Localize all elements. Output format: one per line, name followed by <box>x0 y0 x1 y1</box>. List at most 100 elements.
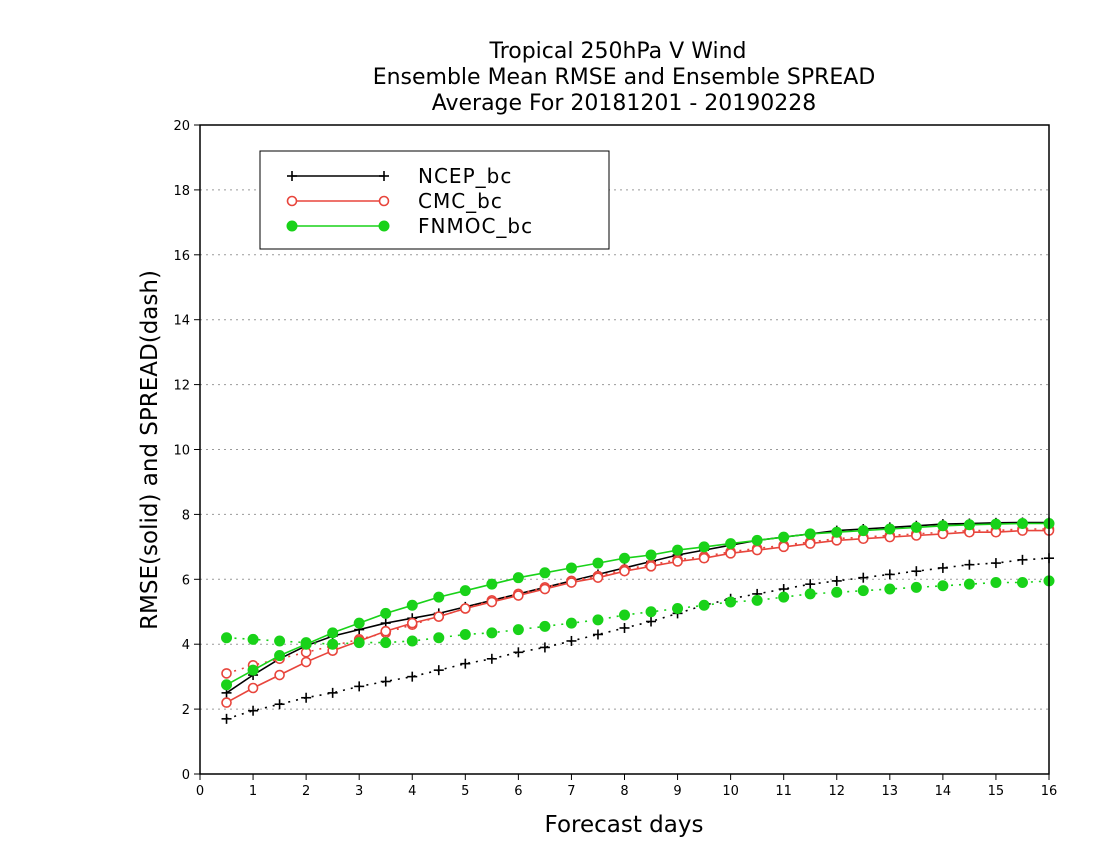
series-1-rmse-point <box>566 577 577 588</box>
y-tick-label: 6 <box>182 573 190 588</box>
plot-series <box>221 517 1055 724</box>
legend-marker-start <box>287 171 297 181</box>
series-2-rmse-point <box>910 521 922 533</box>
series-0-spread-point <box>884 569 895 580</box>
series-2-spread-point <box>804 588 816 600</box>
series-2-spread-point <box>645 606 657 618</box>
x-tick-label: 14 <box>935 784 952 799</box>
series-1-rmse-point <box>619 565 630 577</box>
series-0-spread-point <box>831 575 842 586</box>
series-1-rmse-point <box>247 682 259 694</box>
series-2-spread-point <box>565 617 577 629</box>
legend-label: NCEP_bc <box>418 164 512 188</box>
series-2-rmse-point <box>592 557 604 569</box>
series-0-rmse-line <box>226 521 1049 694</box>
series-0-spread-point <box>539 642 550 653</box>
series-2-spread-point <box>353 637 365 649</box>
legend-marker-end <box>378 195 390 207</box>
series-0-spread-point <box>221 713 232 724</box>
x-tick-label: 2 <box>302 784 310 799</box>
x-tick-label: 4 <box>408 784 416 799</box>
series-1-rmse-point <box>751 544 763 556</box>
series-2-rmse-point <box>990 518 1002 530</box>
x-tick-label: 16 <box>1041 784 1058 799</box>
x-tick-label: 13 <box>882 784 899 799</box>
legend-marker-end <box>379 171 389 181</box>
series-2-rmse-line <box>226 522 1049 686</box>
series-2-rmse-point <box>486 578 498 590</box>
series-1-rmse-point <box>698 552 710 564</box>
series-2-rmse-point <box>963 519 975 531</box>
title-line-3: Average For 20181201 - 20190228 <box>432 91 817 116</box>
series-2-spread-point <box>778 591 790 603</box>
series-1-rmse-point <box>804 538 816 549</box>
series-0-spread-point <box>937 562 948 573</box>
series-2-spread-point <box>327 638 339 650</box>
series-2-rmse-point <box>804 528 816 540</box>
series-2-rmse-point <box>221 679 233 691</box>
series-0-spread-point <box>911 566 922 577</box>
x-tick-label: 15 <box>988 784 1005 799</box>
series-0-spread-point <box>433 665 444 676</box>
series-2-spread-point <box>221 632 233 644</box>
series-2-spread-point <box>512 624 524 636</box>
series-0-spread-point <box>858 572 869 583</box>
series-2-spread-point <box>698 599 710 611</box>
y-tick-label: 14 <box>173 314 190 329</box>
series-0-spread-point <box>274 699 285 710</box>
x-tick-label: 8 <box>620 784 628 799</box>
series-1-rmse-point <box>433 611 445 622</box>
series-2-rmse-point <box>539 567 551 579</box>
series-0-spread-point <box>327 687 338 698</box>
legend-box <box>259 150 610 250</box>
series-0-spread-point <box>380 676 391 687</box>
series-2-spread-point <box>380 637 392 649</box>
y-tick-label: 12 <box>173 379 190 394</box>
series-0-spread-point <box>990 558 1001 569</box>
series-2-spread-point <box>963 578 975 590</box>
series-0-spread-point <box>354 681 365 692</box>
series-2-spread-point <box>592 614 604 626</box>
series-1-rmse-point <box>486 596 498 608</box>
series-0-spread-point <box>513 647 524 658</box>
series-1-rmse-point <box>406 617 418 629</box>
y-tick-label: 8 <box>182 508 190 523</box>
series-2-spread-point <box>247 633 259 645</box>
legend-label: CMC_bc <box>418 189 503 213</box>
series-2-spread-point <box>406 635 418 647</box>
series-2-rmse-point <box>619 552 630 564</box>
x-tick-label: 7 <box>567 784 575 799</box>
y-tick-label: 10 <box>173 444 190 459</box>
series-2-spread-point <box>831 586 843 598</box>
series-0-spread-point <box>486 653 497 664</box>
legend-marker-end <box>378 220 390 232</box>
series-2-rmse-point <box>884 523 896 535</box>
series-2-spread-point <box>990 577 1002 589</box>
x-tick-label: 1 <box>249 784 257 799</box>
series-0-spread-point <box>964 559 975 570</box>
x-tick-label: 10 <box>722 784 739 799</box>
series-2-rmse-point <box>327 627 339 639</box>
series-0-spread-point <box>460 658 471 669</box>
y-tick-label: 4 <box>182 638 190 653</box>
y-tick-label: 2 <box>182 703 190 718</box>
title-line-2: Ensemble Mean RMSE and Ensemble SPREAD <box>373 65 876 90</box>
series-2-spread-point <box>910 581 922 593</box>
series-2-rmse-point <box>1016 517 1028 529</box>
series-2-rmse-point <box>459 585 471 597</box>
series-1-rmse-point <box>539 583 551 595</box>
series-1-rmse-point <box>300 656 312 668</box>
series-1-rmse-point <box>513 590 524 601</box>
x-tick-label: 0 <box>196 784 204 799</box>
series-2-spread-point <box>751 594 763 606</box>
series-2-rmse-point <box>300 638 312 650</box>
series-2-spread-point <box>672 603 684 615</box>
series-1-spread-line <box>226 528 1049 675</box>
y-tick-label: 20 <box>173 119 190 134</box>
series-2-rmse-point <box>831 526 843 538</box>
series-2-spread-line <box>226 580 1050 646</box>
series-2-spread-point <box>459 628 471 640</box>
series-1-rmse-point <box>672 556 683 567</box>
y-axis-label: RMSE(solid) and SPREAD(dash) <box>137 270 163 630</box>
